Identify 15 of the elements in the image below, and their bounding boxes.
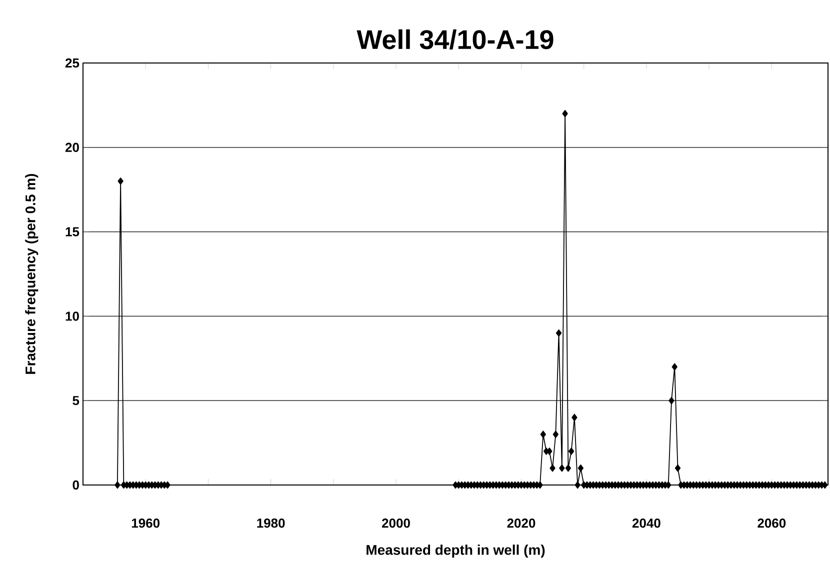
x-tick-label: 2040: [632, 518, 660, 528]
y-tick-label: 5: [72, 396, 80, 406]
chart-title: Well 34/10-A-19: [356, 29, 554, 50]
x-axis-title: Measured depth in well (m): [366, 544, 545, 558]
x-tick-label: 2020: [507, 518, 536, 528]
y-tick-label: 15: [66, 227, 80, 236]
x-tick-label: 1960: [132, 518, 160, 528]
y-tick-label: 0: [72, 480, 79, 490]
x-tick-label: 2000: [382, 518, 410, 528]
x-tick-label: 2060: [758, 518, 786, 528]
y-tick-label: 20: [65, 142, 79, 152]
x-tick-label: 1980: [257, 518, 285, 528]
y-tick-label: 10: [66, 312, 79, 321]
y-axis-title: Fracture frequency (per 0.5 m): [25, 174, 38, 374]
y-tick-label: 25: [65, 58, 80, 68]
